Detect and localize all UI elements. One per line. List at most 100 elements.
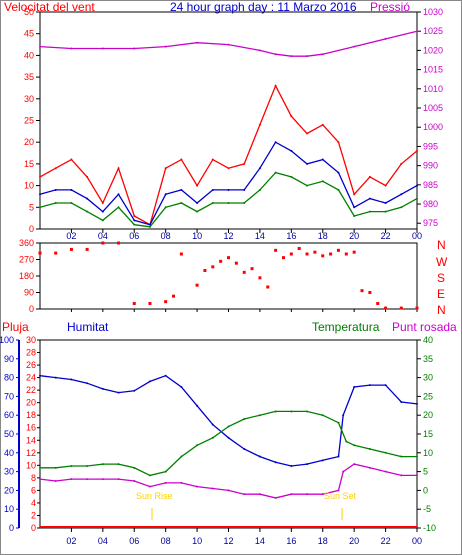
wind-point-gust [258, 123, 261, 126]
wind-point-pressure [321, 53, 324, 56]
temp-point-temperature [180, 455, 183, 458]
humidity-y-tick-label: 0 [9, 523, 14, 533]
direction-y-tick-label: 180 [19, 271, 34, 281]
temp-point-temperature [70, 464, 73, 467]
wind-point-gust [400, 162, 403, 165]
wind-point-gust [384, 184, 387, 187]
direction-point [321, 254, 325, 258]
wind-point-pressure [164, 45, 167, 48]
pressure-y-tick-label: 1025 [423, 26, 443, 36]
temp-point-humidity [384, 384, 387, 387]
rain-y-tick-label: 12 [26, 448, 36, 458]
wind-point-pressure [133, 47, 136, 50]
temp-point-dew_point [384, 470, 387, 473]
rain-y-tick-label: 20 [26, 398, 36, 408]
wind-x-tick-label: 18 [318, 231, 328, 241]
direction-point [399, 306, 403, 310]
temp-point-dew_point [86, 478, 89, 481]
temp-point-humidity [70, 378, 73, 381]
rain-y-tick-label: 2 [31, 510, 36, 520]
direction-point [219, 259, 223, 263]
direction-point [281, 256, 285, 260]
direction-point [376, 302, 380, 305]
temp-point-dew_point [337, 489, 340, 492]
temp-x-tick-label: 02 [66, 536, 76, 546]
dir-label-n-bottom: N [437, 303, 446, 317]
wind-x-tick-label: 14 [255, 231, 265, 241]
wind-point-gust [54, 167, 57, 170]
humidity-y-tick-label: 70 [4, 391, 14, 401]
direction-point [344, 252, 348, 256]
temp-x-tick-label: 04 [98, 536, 108, 546]
temp-x-tick-label: 08 [161, 536, 171, 546]
wind-y-tick-label: 5 [29, 202, 34, 212]
temp-y-tick-label: 15 [423, 429, 433, 439]
wind-point-pressure [70, 47, 73, 50]
humidity-y-tick-label: 60 [4, 410, 14, 420]
temp-y-tick-label: 40 [423, 335, 433, 345]
wind-point-low [353, 214, 356, 217]
pressure-y-tick-label: 995 [423, 141, 438, 151]
wind-point-low [211, 201, 214, 204]
wind-point-avg [368, 197, 371, 200]
wind-y-tick-label: 25 [24, 116, 34, 126]
direction-point [266, 285, 270, 289]
temp-y-tick-label: 25 [423, 391, 433, 401]
wind-point-pressure [416, 30, 418, 33]
wind-point-pressure [39, 45, 41, 48]
wind-point-avg [337, 171, 340, 174]
temp-point-temperature [227, 425, 230, 428]
temp-point-temperature [368, 448, 371, 451]
temp-point-dew_point [258, 493, 261, 496]
temp-x-tick-label: 12 [223, 536, 233, 546]
wind-point-gust [101, 201, 104, 204]
humidity-y-tick-label: 30 [4, 467, 14, 477]
wind-point-pressure [227, 43, 230, 46]
wind-point-low [196, 210, 199, 213]
direction-point [164, 300, 168, 304]
temp-x-tick-label: 18 [318, 536, 328, 546]
temp-point-humidity [180, 386, 183, 388]
wind-y-tick-label: 0 [29, 224, 34, 234]
wind-point-avg [180, 188, 183, 191]
wind-y-tick-label: 15 [24, 159, 34, 169]
temp-point-humidity [164, 374, 167, 377]
wind-point-avg [400, 193, 403, 196]
rain-y-tick-label: 8 [31, 473, 36, 483]
temp-y-tick-label: 20 [423, 410, 433, 420]
direction-point [274, 248, 278, 252]
direction-point [242, 270, 246, 274]
temp-point-dew_point [39, 478, 41, 481]
wind-point-gust [290, 115, 293, 118]
wind-point-avg [148, 223, 151, 226]
pressure-y-tick-label: 985 [423, 180, 438, 190]
wind-point-low [227, 201, 230, 204]
wind-point-avg [290, 149, 293, 152]
temp-point-temperature [39, 466, 41, 469]
temp-series-humidity [39, 374, 418, 467]
direction-point [234, 261, 238, 265]
wind-point-low [86, 210, 89, 213]
wind-point-avg [196, 201, 199, 204]
wind-point-low [101, 219, 104, 222]
wind-x-tick-label: 12 [223, 231, 233, 241]
pressure-y-tick-label: 990 [423, 161, 438, 171]
wind-y-tick-label: 40 [24, 50, 34, 60]
wind-point-pressure [306, 55, 309, 58]
temp-point-dew_point [54, 480, 57, 482]
temp-point-temperature [345, 440, 348, 443]
temp-point-temperature [211, 436, 214, 439]
direction-point [368, 291, 372, 294]
temp-point-humidity [368, 384, 371, 387]
temp-point-temperature [133, 466, 136, 469]
temp-point-dew_point [211, 487, 214, 490]
wind-chart-group: 0510152025303540455097598098599099510001… [24, 7, 443, 241]
wind-point-low [54, 201, 57, 204]
wind-point-low [258, 188, 261, 191]
pressure-y-tick-label: 1005 [423, 103, 443, 113]
temp-point-temperature [353, 444, 356, 447]
temp-point-temperature [243, 417, 246, 420]
temp-point-humidity [101, 387, 104, 390]
